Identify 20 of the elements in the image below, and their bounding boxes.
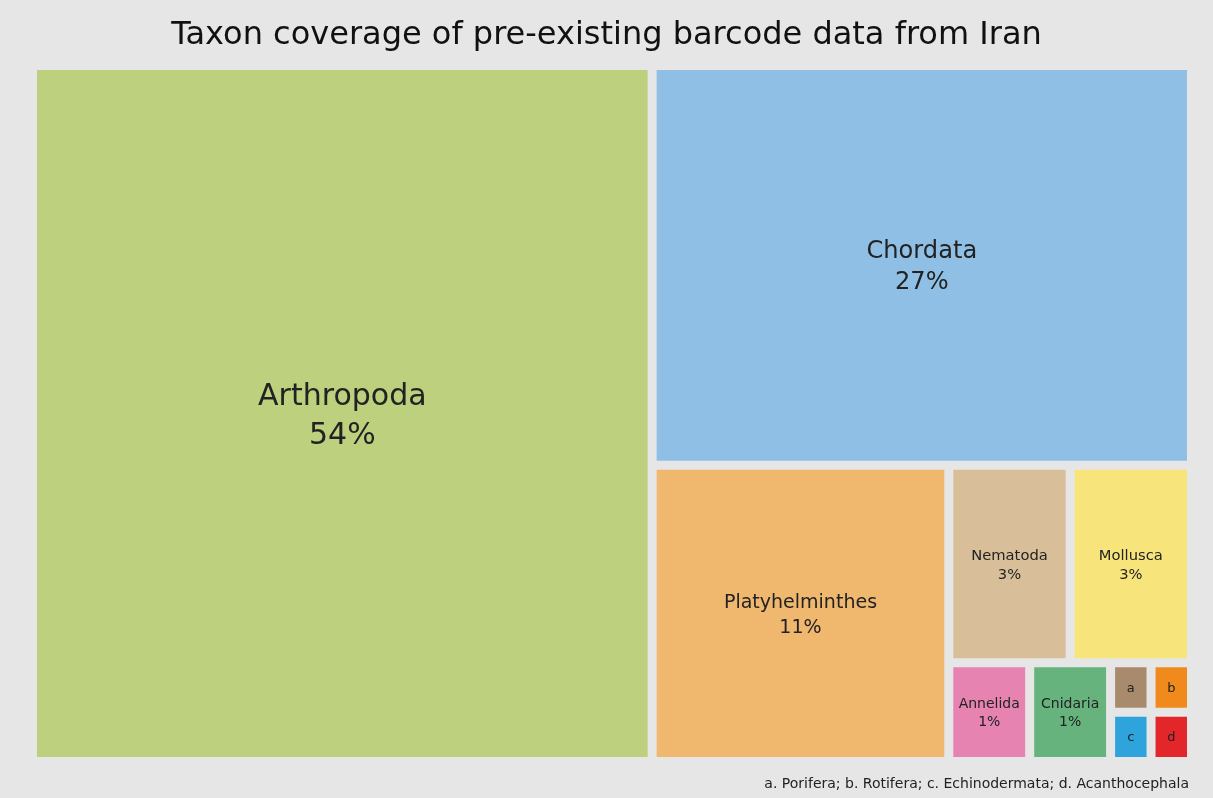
category-label: Mollusca xyxy=(1098,545,1163,563)
category-label: d xyxy=(1167,729,1176,745)
category-label: Platyhelminthes xyxy=(723,590,878,613)
category-label: c xyxy=(1127,729,1135,745)
data-label: 27% xyxy=(895,267,949,296)
category-label: Cnidaria xyxy=(1041,695,1100,712)
data-label: 3% xyxy=(1119,565,1143,583)
data-label: 1% xyxy=(1059,713,1082,730)
category-label: a xyxy=(1126,679,1135,695)
data-label: 3% xyxy=(997,565,1022,583)
data-label: 1% xyxy=(978,713,1001,730)
text: a. Porifera; b. Rotifera; c. Echinodermata; d. Acanthocephala xyxy=(764,775,1189,791)
category-label: Nematoda xyxy=(971,545,1048,563)
category-label: Arthropoda xyxy=(258,376,427,412)
data-label: 11% xyxy=(779,614,822,637)
text: Taxon coverage of pre-existing barcode data from Iran xyxy=(170,14,1042,52)
data-label: 54% xyxy=(308,415,376,451)
category-label: Annelida xyxy=(958,695,1020,712)
category-label: b xyxy=(1167,679,1176,695)
category-label: Chordata xyxy=(866,235,978,264)
